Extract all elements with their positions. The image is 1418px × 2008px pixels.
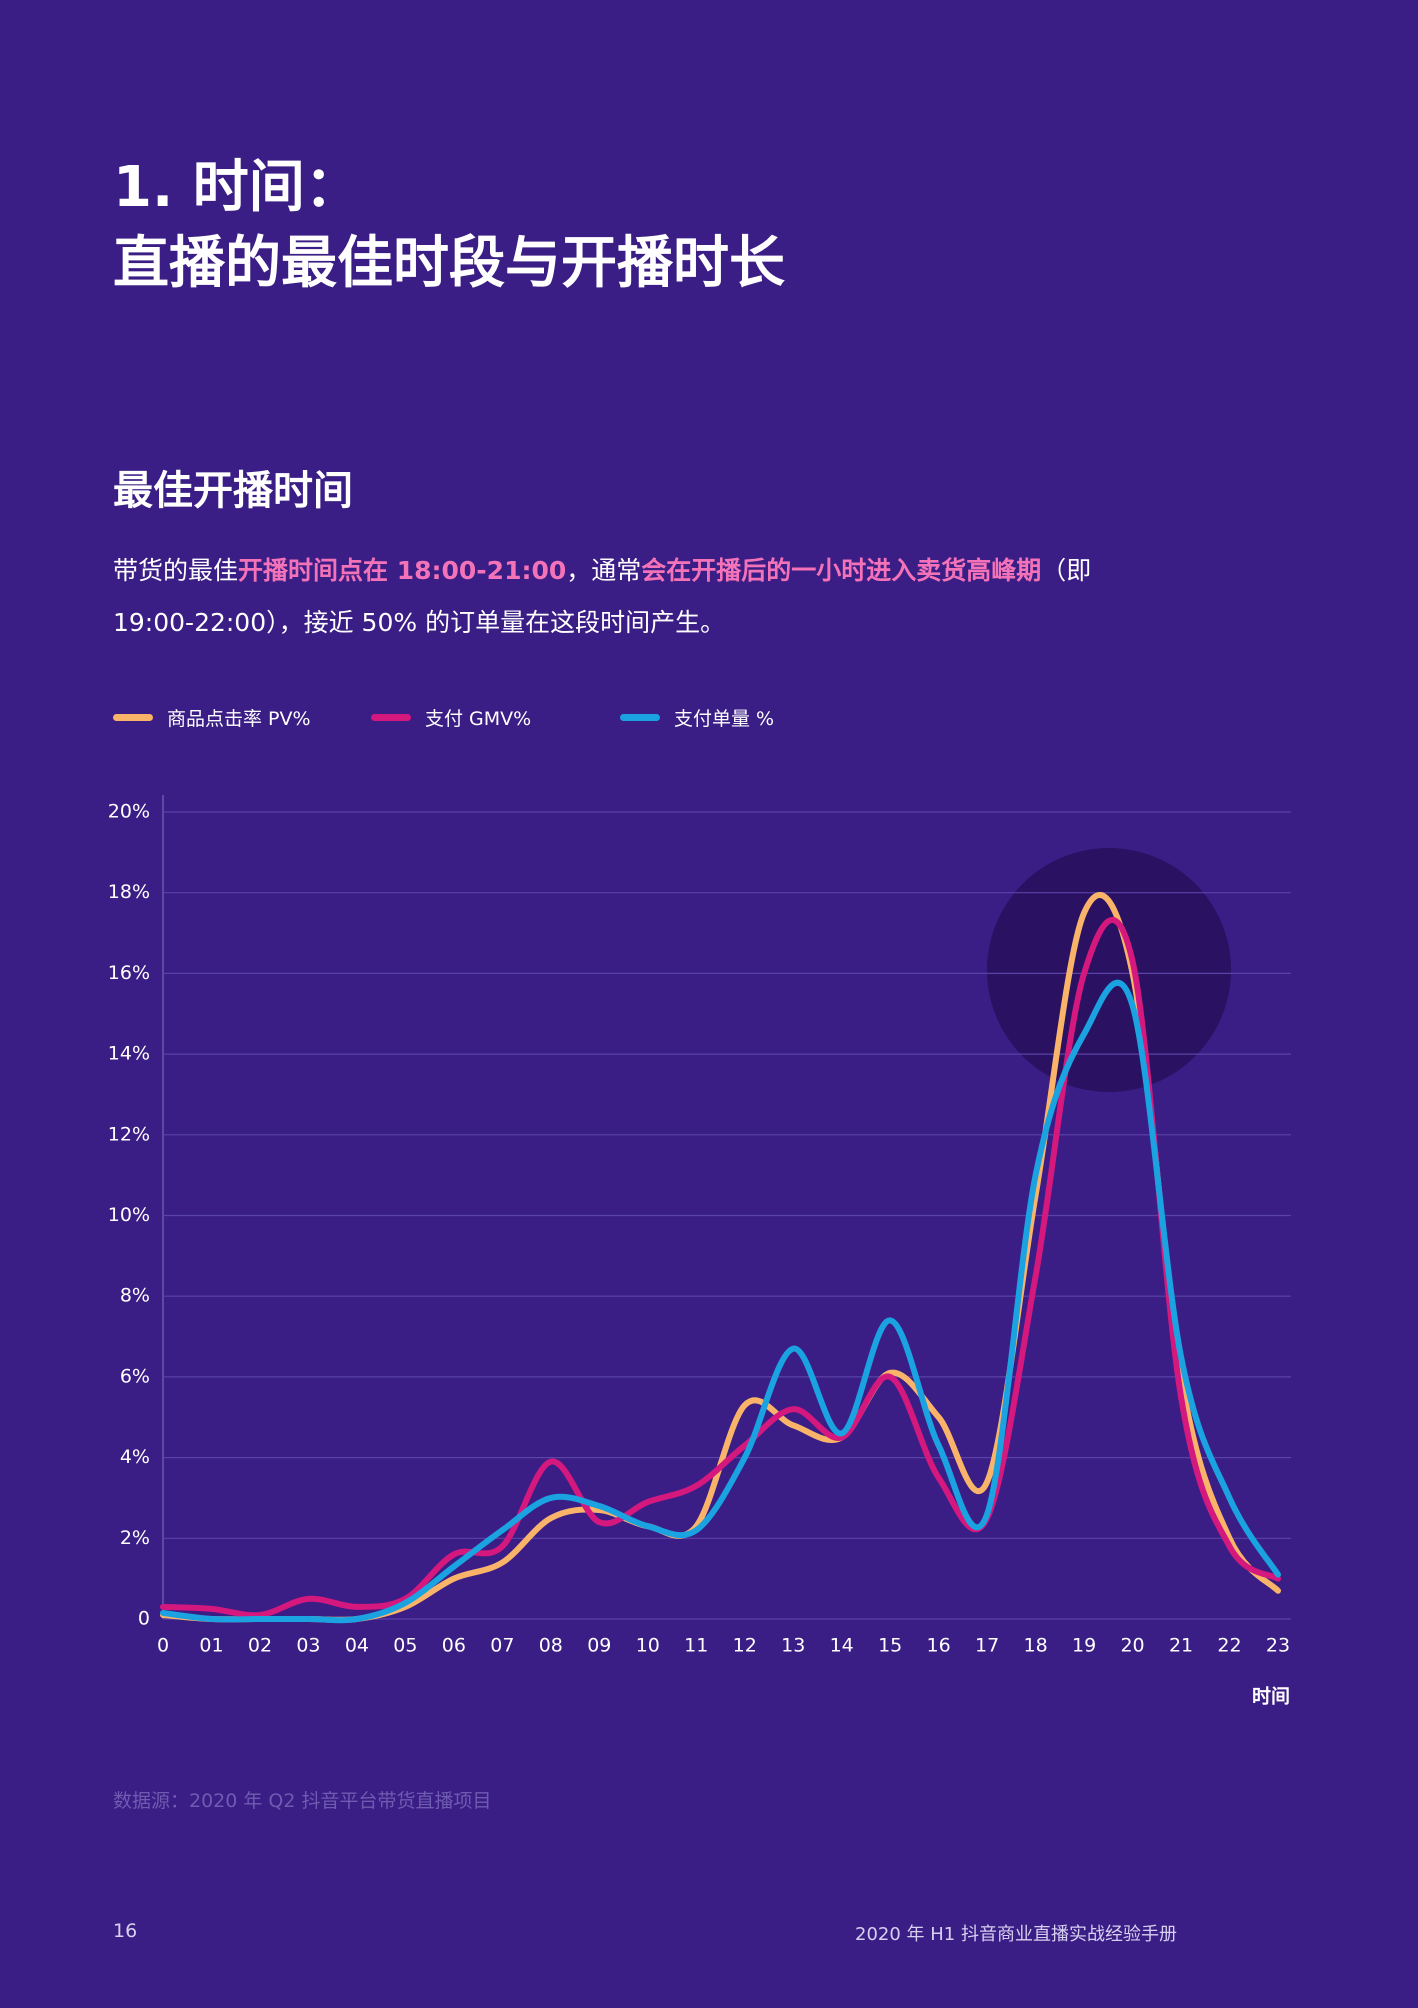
x-tick-label: 23 (1266, 1635, 1290, 1657)
x-tick-label: 04 (345, 1635, 369, 1657)
title: 直播的最佳时段与开播时长 (113, 231, 785, 296)
y-tick-label: 2% (120, 1527, 150, 1549)
x-tick-label: 10 (636, 1635, 660, 1657)
text: 带货的最佳 (113, 556, 239, 585)
x-tick-label: 14 (830, 1635, 854, 1657)
x-tick-label: 12 (733, 1635, 757, 1657)
y-tick-label: 16% (108, 962, 150, 984)
legend-swatch (113, 714, 153, 721)
y-tick-label: 14% (108, 1043, 150, 1065)
highlight-circle (987, 848, 1231, 1092)
x-tick-label: 02 (248, 1635, 272, 1657)
y-tick-label: 12% (108, 1123, 150, 1145)
highlight-text: 会在开播后的一小时进入卖货高峰期 (641, 556, 1042, 585)
x-tick-label: 05 (393, 1635, 417, 1657)
x-tick-label: 07 (490, 1635, 514, 1657)
text: （即 19:00-22:00），接近 50% 的订单量在这段时间产生。 (113, 556, 1092, 637)
paragraph: 带货的最佳开播时间点在 18:00-21:00，通常会在开播后的一小时进入卖货高… (113, 545, 1173, 649)
x-tick-label: 19 (1072, 1635, 1096, 1657)
y-tick-label: 6% (120, 1365, 150, 1387)
legend-label: 支付 GMV% (425, 708, 532, 730)
legend-item: 支付单量 % (620, 704, 774, 731)
x-tick-label: 09 (587, 1635, 611, 1657)
chart: 时间 0 2% 4% 6% 8% 10% 12% 14% 16% 18% 20% 0 01 02 03 04 0… (108, 795, 1291, 1708)
x-tick-label: 01 (199, 1635, 223, 1657)
legend-label: 商品点击率 PV% (167, 708, 311, 730)
page-number: 16 (113, 1920, 138, 1942)
x-tick-label: 20 (1120, 1635, 1144, 1657)
legend-swatch (371, 714, 411, 721)
title: 1. 时间： (113, 155, 361, 220)
legend-swatch (620, 714, 660, 721)
y-tick-label: 10% (108, 1204, 150, 1226)
x-tick-label: 22 (1217, 1635, 1241, 1657)
footer-title: 2020 年 H1 抖音商业直播实战经验手册 (855, 1924, 1177, 1945)
source-note: 数据源：2020 年 Q2 抖音平台带货直播项目 (113, 1790, 492, 1812)
x-tick-label: 13 (781, 1635, 805, 1657)
x-tick-label: 18 (1024, 1635, 1048, 1657)
x-tick-label: 16 (927, 1635, 951, 1657)
y-tick-label: 4% (120, 1446, 150, 1468)
y-tick-label: 0 (138, 1608, 150, 1630)
legend: 商品点击率 PV% 支付 GMV% 支付单量 % (113, 704, 1313, 734)
x-tick-label: 11 (684, 1635, 708, 1657)
legend-item: 商品点击率 PV% (113, 704, 311, 731)
highlight-text: 开播时间点在 18:00-21:00 (238, 556, 567, 585)
y-tick-label: 20% (108, 801, 150, 823)
x-axis-label: 时间 (1252, 1686, 1290, 1708)
x-tick-label: 08 (539, 1635, 563, 1657)
line-series (160, 979, 1281, 1624)
y-tick-label: 8% (120, 1285, 150, 1307)
line-series (160, 917, 1281, 1619)
x-tick-label: 17 (975, 1635, 999, 1657)
text: ，通常 (566, 556, 642, 585)
x-tick-label: 03 (296, 1635, 320, 1657)
x-tick-label: 15 (878, 1635, 902, 1657)
subtitle: 最佳开播时间 (113, 468, 353, 514)
legend-label: 支付单量 % (674, 708, 775, 730)
x-tick-label: 06 (442, 1635, 466, 1657)
x-tick-label: 21 (1169, 1635, 1193, 1657)
y-tick-label: 18% (108, 881, 150, 903)
x-tick-label: 0 (157, 1635, 169, 1657)
legend-item: 支付 GMV% (371, 704, 531, 731)
